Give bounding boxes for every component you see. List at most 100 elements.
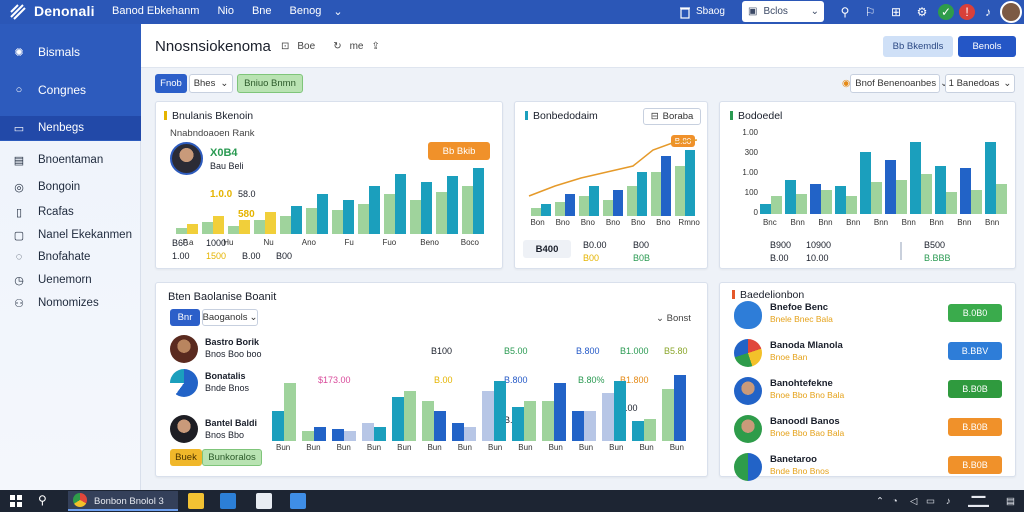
chart-bar [554, 383, 566, 441]
x-tick-label: Bno [605, 218, 621, 227]
notification-icon[interactable]: ! [959, 4, 975, 20]
filter-select[interactable]: Bhes ⌄ [189, 74, 233, 93]
search-input[interactable]: ▣ Bclos ⌄ [742, 1, 824, 22]
card-title-text: Bnulanis Bkenoin [172, 110, 254, 122]
lock-icon[interactable]: ⊡ [281, 41, 290, 52]
chevron-down-icon: ⌄ [656, 313, 667, 324]
start-icon[interactable] [8, 493, 24, 509]
sidebar-item-label: Nanel Ekekanmen [38, 229, 132, 241]
list-item-sub: Bnde Bno Bnos [770, 466, 830, 476]
chart-bar [265, 212, 276, 234]
top-label[interactable]: Sbaog [696, 6, 725, 17]
battery-icon[interactable]: ▭ [926, 496, 935, 507]
chart-bar [392, 397, 404, 441]
x-tick-label: Bon [530, 218, 545, 227]
network-icon[interactable]: ◔ [892, 496, 898, 507]
status-badge[interactable]: B.BBV [948, 342, 1002, 360]
x-tick-label: Beno [420, 238, 439, 247]
footer-chip[interactable]: Bunkoralos [202, 449, 262, 466]
refresh-icon[interactable]: ↻ [333, 41, 342, 52]
chart-bar [421, 182, 432, 234]
settings-icon[interactable]: ⚙ [916, 5, 928, 19]
filter-chip-active[interactable]: Fnob [155, 74, 187, 93]
topnav-item[interactable]: Nio [217, 5, 234, 17]
bell-icon[interactable]: ♪ [985, 5, 991, 19]
x-tick-label: Bun [609, 443, 624, 452]
sidebar-item-congnes[interactable]: ○ Congnes [0, 78, 141, 102]
period-select[interactable]: 1 Banedoas ⌄ [945, 74, 1015, 93]
folder-icon[interactable] [188, 493, 204, 509]
status-badge[interactable]: B.0B0 [948, 304, 1002, 322]
topnav-item[interactable]: Bne [251, 5, 272, 17]
search-label: Bclos [763, 6, 788, 17]
chart-bar [284, 383, 296, 441]
link-icon[interactable]: ⚲ [840, 5, 850, 19]
card-title: Bnulanis Bkenoin [164, 110, 253, 122]
metric-value: B1.800 [620, 375, 649, 385]
search-icon[interactable]: ⚲ [38, 493, 47, 507]
chart-bar [314, 427, 326, 441]
chart-bar [447, 176, 458, 234]
app-name: Denonali [34, 3, 95, 19]
sidebar-item-bismals[interactable]: ✺ Bismals [0, 40, 141, 64]
topnav-item[interactable]: Banod Ebkehanm [112, 5, 200, 17]
chart-bar [985, 142, 996, 214]
export-icon[interactable]: ⇪ [371, 41, 380, 52]
avatar [734, 453, 762, 481]
header-tool-label[interactable]: Boe [297, 41, 316, 52]
sidebar-item-bongoin[interactable]: ◎ Bongoin [0, 175, 141, 199]
volume-icon[interactable]: ◁ [910, 496, 918, 507]
trash-icon[interactable] [678, 5, 692, 19]
status-badge[interactable]: B.B0B [948, 418, 1002, 436]
chevron-up-icon[interactable]: ⌃ [876, 496, 884, 507]
y-tick-label: 0 [753, 208, 758, 217]
panel-icon: ▢ [13, 229, 25, 242]
topnav-item[interactable]: Benog [289, 5, 322, 17]
summary-chip[interactable]: B400 [523, 240, 571, 258]
x-tick-label: Fuo [382, 238, 397, 247]
sidebar-item-uenemorn[interactable]: ◷ Uenemorn [0, 268, 141, 292]
list-item-name: Banetaroo [770, 454, 817, 465]
card-title: Bodoedel [730, 110, 782, 122]
sidebar-item-bnoentaman[interactable]: ▤ Bnoentaman [0, 148, 141, 172]
status-badge[interactable]: B.B0B [948, 456, 1002, 474]
sidebar-item-label: Bismals [38, 45, 81, 59]
primary-button[interactable]: Benols [958, 36, 1016, 57]
sidebar-item-nomomizes[interactable]: ⚇ Nomomizes [0, 291, 141, 315]
status-icon[interactable]: ✓ [938, 4, 954, 20]
notifications-icon[interactable]: ▤ [1006, 496, 1015, 507]
tab-active[interactable]: Bnr [170, 309, 200, 326]
speaker-icon[interactable]: ♪ [946, 496, 951, 507]
sidebar-item-bnofahate[interactable]: ◌ Bnofahate [0, 245, 141, 269]
store-icon[interactable] [220, 493, 236, 509]
filter-chip-green[interactable]: Bniuo Bnmn [237, 74, 303, 93]
y-tick-label: 1.00 [742, 168, 758, 177]
x-tick-label: Bnn [957, 218, 972, 227]
clock[interactable]: ▬▬ ▬▬▬ [968, 493, 989, 509]
chart-bar [187, 224, 198, 234]
sidebar-item-rcafas[interactable]: ▯ Rcafas [0, 200, 141, 224]
sidebar-item-label: Nenbegs [38, 122, 85, 134]
status-badge[interactable]: B.B0B [948, 380, 1002, 398]
grid-icon[interactable]: ⊞ [890, 5, 902, 19]
mail-icon[interactable] [256, 493, 272, 509]
chart-bar [662, 389, 674, 441]
card-select[interactable]: ⊟ Boraba [643, 108, 701, 125]
date-range-select[interactable]: ◉ Bnof Benenoanbes ⌄ [842, 74, 948, 93]
status-badge[interactable]: Bb Bkib [428, 142, 490, 160]
sort-select[interactable]: ⌄ Bonst [656, 313, 691, 324]
header-tool-label[interactable]: me [349, 41, 364, 52]
app-icon[interactable] [290, 493, 306, 509]
footer-value: B00 [276, 251, 293, 261]
pin-icon[interactable]: ⚐ [864, 5, 876, 19]
avatar[interactable] [1000, 1, 1022, 23]
secondary-button[interactable]: Bb Bkemdls [883, 36, 953, 57]
chevron-down-icon[interactable]: ⌄ [333, 6, 343, 18]
sidebar-item-nenbegs[interactable]: ▭ Nenbegs [0, 116, 141, 140]
x-tick-label: Bnn [984, 218, 1000, 227]
y-axis: 1.00 300 1.00 100 0 [728, 128, 758, 217]
footer-chip[interactable]: Buek [170, 449, 202, 466]
taskbar-app[interactable] [68, 491, 178, 511]
tab-select[interactable]: Baoganols ⌄ [202, 309, 258, 326]
sidebar-item-nanel[interactable]: ▢ Nanel Ekekanmen [0, 223, 141, 247]
